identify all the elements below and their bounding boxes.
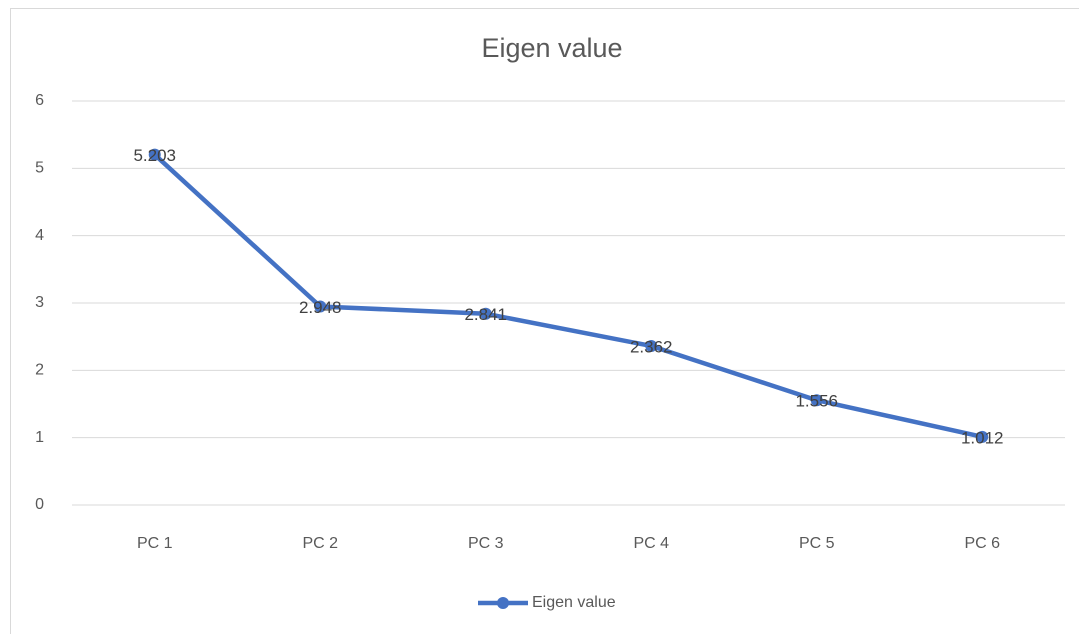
x-tick-label: PC 6 [964,535,1000,552]
data-label: 1.012 [961,428,1004,447]
y-tick-label: 4 [35,227,44,244]
data-point [314,300,327,313]
x-tick-label: PC 5 [799,535,835,552]
y-tick-label: 1 [35,429,44,446]
data-point [810,394,823,407]
x-tick-label: PC 2 [302,535,338,552]
data-label: 2.362 [630,337,673,356]
data-point [148,148,161,161]
data-point [645,339,658,352]
data-point [976,430,989,443]
series-line [152,152,985,440]
chart-title: Eigen value [481,33,622,63]
data-label: 2.841 [464,305,507,324]
y-tick-label: 2 [35,362,44,379]
x-tick-label: PC 3 [468,535,504,552]
legend-label: Eigen value [532,594,616,611]
data-label: 5.203 [133,146,176,165]
y-tick-label: 3 [35,294,44,311]
data-point [479,307,492,320]
y-tick-label: 6 [35,92,44,109]
x-tick-label: PC 4 [633,535,669,552]
x-tick-label: PC 1 [137,535,173,552]
chart-frame [10,8,1079,634]
y-tick-label: 0 [35,496,44,513]
y-tick-label: 5 [35,160,44,177]
data-label: 1.556 [795,392,838,411]
data-label: 2.948 [299,298,342,317]
legend-marker [497,597,509,609]
